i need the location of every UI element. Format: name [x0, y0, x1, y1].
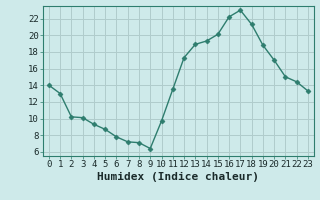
X-axis label: Humidex (Indice chaleur): Humidex (Indice chaleur)	[97, 172, 260, 182]
